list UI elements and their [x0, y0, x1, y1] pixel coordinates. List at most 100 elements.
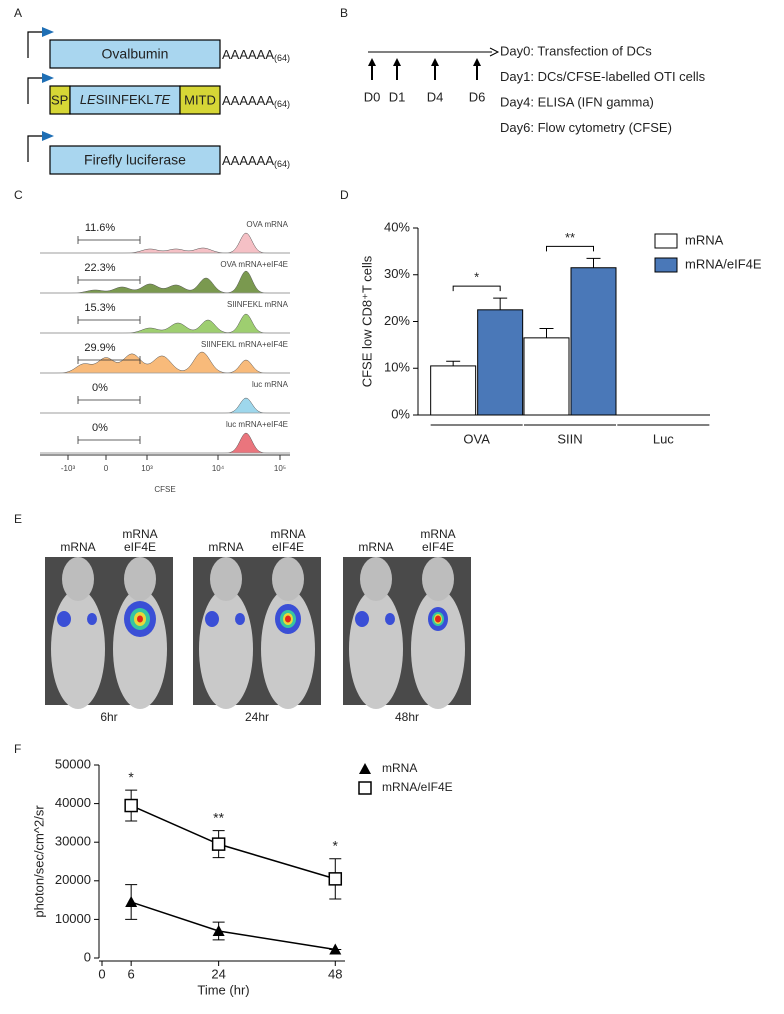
gate-bracket	[77, 236, 141, 244]
significance: **	[565, 230, 575, 245]
signal	[385, 613, 395, 625]
row-name: luc mRNA+eIF4E	[226, 420, 288, 429]
lane-label: mRNA	[420, 527, 455, 541]
row-name: luc mRNA	[252, 380, 289, 389]
gene-label: Firefly luciferase	[84, 152, 186, 168]
bar	[477, 309, 524, 416]
line	[130, 804, 336, 880]
error-bar	[446, 360, 461, 366]
row-name: OVA mRNA+eIF4E	[220, 260, 288, 269]
mouse-head	[272, 557, 304, 601]
significance-bracket	[452, 285, 501, 292]
legend-label: mRNA	[382, 761, 417, 775]
mouse-head	[210, 557, 242, 601]
x-tick-label: -10³	[61, 464, 76, 473]
epitope: SIINFEKL	[96, 92, 154, 107]
lane-label: mRNA	[270, 527, 305, 541]
x-tick-label: 0	[98, 966, 105, 981]
legend-label: mRNA/eIF4E	[382, 780, 453, 794]
legend-label: mRNA	[685, 232, 724, 247]
significance-bracket	[546, 245, 594, 252]
polya-count: (64)	[274, 99, 290, 109]
significance: *	[128, 769, 134, 785]
lane-label: mRNA	[60, 540, 95, 554]
gene-box	[69, 85, 181, 115]
mouse-head	[124, 557, 156, 601]
arrow-head	[489, 47, 500, 57]
gate-percent: 11.6%	[85, 222, 116, 234]
sp-label: SP	[51, 92, 68, 107]
marker	[328, 872, 343, 886]
signal	[137, 615, 143, 623]
x-tick-label: 0	[104, 464, 109, 473]
x-tick-label: OVA	[463, 431, 490, 446]
flank: LE	[80, 92, 96, 107]
mouse-head	[422, 557, 454, 601]
gate-bracket	[77, 356, 141, 364]
day-arrow-head	[473, 58, 481, 66]
mouse-body	[199, 589, 253, 709]
gate-bracket	[77, 276, 141, 284]
gene-box	[49, 39, 221, 69]
signal	[435, 615, 441, 623]
panel-label: C	[14, 188, 23, 202]
y-tick-label: 20000	[55, 872, 91, 887]
constructs: Ovalbumin AAAAAA(64) SP LESIINFEKLTE MIT…	[27, 27, 290, 175]
legend-marker	[359, 763, 371, 774]
histogram	[40, 432, 290, 454]
x-tick-label: 10⁴	[212, 464, 225, 473]
gene-box	[49, 145, 221, 175]
day-label: D0	[364, 89, 381, 104]
x-tick-label: 48	[328, 966, 342, 981]
panel-label: A	[14, 6, 22, 20]
panel-label: F	[14, 742, 21, 756]
histogram	[40, 232, 290, 254]
x-tick-label: 24	[211, 966, 225, 981]
gate-bracket	[77, 316, 141, 324]
day-label: D6	[469, 89, 486, 104]
time-label: 48hr	[395, 710, 419, 724]
y-tick-label: 20%	[384, 313, 410, 328]
legend-swatch	[654, 257, 678, 273]
day-arrow-head	[393, 58, 401, 66]
lane-label: mRNA	[358, 540, 393, 554]
day-arrow-head	[368, 58, 376, 66]
flank: TE	[154, 92, 171, 107]
x-axis-label: CFSE	[154, 485, 175, 494]
legend-label: mRNA/eIF4E	[685, 256, 762, 271]
event-label: Day4: ELISA (IFN gamma)	[500, 94, 654, 109]
legend-marker	[358, 781, 372, 795]
row-name: SIINFEKL mRNA+eIF4E	[201, 340, 288, 349]
y-tick-label: 40%	[384, 219, 410, 234]
x-tick-label: 10⁵	[274, 464, 286, 473]
error-bar	[539, 328, 554, 338]
significance: *	[333, 838, 339, 854]
marker	[125, 896, 138, 908]
lane-label: eIF4E	[124, 540, 156, 554]
mouse-body	[51, 589, 105, 709]
polya: AAAAAA(64)	[222, 47, 290, 63]
signal	[285, 615, 291, 623]
marker	[329, 943, 342, 955]
day-label: D4	[427, 89, 444, 104]
gate-percent: 0%	[92, 422, 108, 434]
histogram	[40, 397, 290, 414]
marker	[211, 837, 226, 851]
event-label: Day6: Flow cytometry (CFSE)	[500, 120, 672, 135]
gene-label: Ovalbumin	[102, 46, 169, 62]
gate-percent: 0%	[92, 382, 108, 394]
gate-percent: 22.3%	[84, 262, 115, 274]
polya: AAAAAA(64)	[222, 93, 290, 109]
marker	[212, 924, 225, 936]
mouse-body	[349, 589, 403, 709]
gate-percent: 29.9%	[84, 342, 115, 354]
event-label: Day0: Transfection of DCs	[500, 43, 652, 58]
bar	[430, 365, 477, 416]
signal	[87, 613, 97, 625]
y-tick-label: 40000	[55, 795, 91, 810]
panel-label: D	[340, 188, 349, 202]
row-name: OVA mRNA	[246, 220, 288, 229]
y-tick-label: 50000	[55, 756, 91, 771]
y-tick-label: 0%	[391, 406, 410, 421]
